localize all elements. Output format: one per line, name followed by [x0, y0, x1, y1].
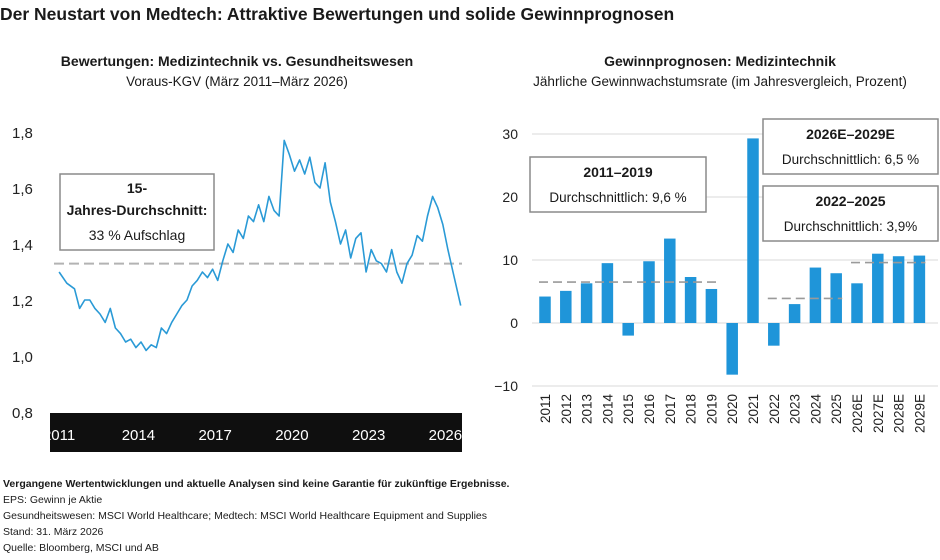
average-annotation-heading: 2022–2025	[815, 193, 885, 209]
eps-growth-bar	[872, 253, 884, 323]
charts-canvas: 1,8 1,6 1,4 1,2 1,0 0,8 2011 2014 2017 2020 2023 20…	[12, 118, 939, 452]
left-x-tick-label: 2023	[352, 427, 385, 444]
average-annotation-heading: 2026E–2029E	[806, 126, 895, 142]
right-x-tick-label: 2017	[663, 394, 678, 424]
eps-growth-bar	[664, 238, 676, 323]
right-x-tick-label: 2021	[746, 394, 761, 424]
eps-growth-bar	[726, 323, 738, 375]
footer-eps-note: EPS: Gewinn je Aktie	[3, 494, 103, 506]
right-y-tick-label: 0	[510, 315, 518, 331]
left-y-tick-label: 0,8	[12, 405, 33, 422]
main-title: Der Neustart von Medtech: Attraktive Bew…	[0, 4, 675, 24]
right-x-tick-label: 2023	[788, 394, 803, 424]
right-y-tick-label: 30	[502, 126, 518, 142]
eps-growth-bar	[747, 138, 759, 323]
footer-index-note: Gesundheitswesen: MSCI World Healthcare;…	[3, 510, 488, 522]
left-annotation-heading-line2: Jahres-Durchschnitt:	[67, 202, 208, 218]
eps-growth-bar	[601, 263, 614, 323]
eps-growth-bar	[622, 323, 634, 336]
eps-growth-bar	[851, 283, 863, 323]
eps-growth-bar	[768, 323, 780, 346]
right-x-tick-label: 2016	[642, 394, 657, 424]
right-y-tick-label: −10	[494, 378, 518, 394]
average-annotation-box	[762, 118, 939, 175]
right-x-tick-label: 2011	[538, 394, 553, 423]
left-annotation-heading-line1: 15-	[127, 180, 148, 196]
right-chart-title: Gewinnprognosen: Medizintechnik	[604, 53, 836, 69]
left-annotation-text: 33 % Aufschlag	[89, 227, 186, 243]
footer-source-note: Quelle: Bloomberg, MSCI und AB	[3, 542, 159, 554]
average-annotation-text: Durchschnittlich: 3,9%	[784, 219, 918, 234]
valuation-series-line	[58, 139, 462, 352]
right-x-tick-label: 2029E	[912, 394, 927, 433]
eps-growth-bar	[705, 288, 718, 323]
footer-disclaimer: Vergangene Wertentwicklungen und aktuell…	[3, 478, 510, 490]
footer-notes: Vergangene Wertentwicklungen und aktuell…	[3, 476, 509, 556]
eps-growth-bar	[684, 277, 697, 323]
left-y-tick-label: 1,2	[12, 293, 33, 310]
right-x-tick-label: 2014	[600, 394, 615, 425]
right-x-tick-label: 2022	[767, 394, 782, 424]
eps-growth-bar	[788, 304, 801, 323]
eps-growth-bar	[913, 255, 926, 323]
eps-growth-bar	[539, 296, 551, 323]
right-x-tick-label: 2013	[580, 394, 595, 424]
left-y-tick-label: 1,8	[12, 125, 33, 142]
right-x-tick-label: 2020	[725, 394, 740, 424]
right-x-tick-label: 2015	[621, 394, 636, 424]
right-x-tick-label: 2025	[829, 394, 844, 424]
left-x-tick-label: 2026	[429, 427, 462, 444]
eps-growth-bar	[580, 283, 593, 323]
footer-date-note: Stand: 31. März 2026	[3, 526, 104, 538]
average-annotation-heading: 2011–2019	[583, 164, 653, 180]
average-annotation-text: Durchschnittlich: 9,6 %	[549, 190, 686, 205]
average-annotation-box	[762, 185, 939, 242]
right-x-tick-label: 2028E	[892, 394, 907, 433]
left-x-tick-label: 2017	[198, 427, 231, 444]
left-y-tick-label: 1,6	[12, 181, 33, 198]
right-x-tick-label: 2027E	[871, 394, 886, 433]
right-x-tick-label: 2026E	[850, 394, 865, 433]
left-x-axis-band	[50, 413, 462, 452]
eps-growth-bar	[892, 256, 905, 323]
eps-growth-bar	[809, 267, 822, 323]
eps-growth-bar	[560, 290, 572, 323]
left-x-tick-label: 2014	[122, 427, 155, 444]
left-x-tick-label: 2011	[43, 427, 75, 444]
left-annotation-box	[59, 173, 215, 251]
right-x-tick-label: 2024	[808, 394, 823, 425]
left-x-tick-label: 2020	[275, 427, 308, 444]
right-y-tick-label: 20	[502, 189, 518, 205]
right-x-tick-label: 2019	[704, 394, 719, 424]
right-x-tick-label: 2018	[684, 394, 699, 424]
left-y-tick-label: 1,4	[12, 237, 33, 254]
left-chart-subtitle: Voraus-KGV (März 2011–März 2026)	[126, 74, 348, 89]
average-annotation-box	[529, 156, 707, 213]
eps-growth-bar	[830, 273, 842, 323]
left-chart-title: Bewertungen: Medizintechnik vs. Gesundhe…	[60, 53, 414, 69]
eps-growth-bar	[643, 261, 655, 323]
right-y-tick-label: 10	[502, 252, 518, 268]
right-chart-subtitle: Jährliche Gewinnwachstumsrate (im Jahres…	[533, 74, 907, 89]
left-y-tick-label: 1,0	[12, 349, 33, 366]
right-x-tick-label: 2012	[559, 394, 574, 424]
average-annotation-text: Durchschnittlich: 6,5 %	[782, 152, 919, 167]
